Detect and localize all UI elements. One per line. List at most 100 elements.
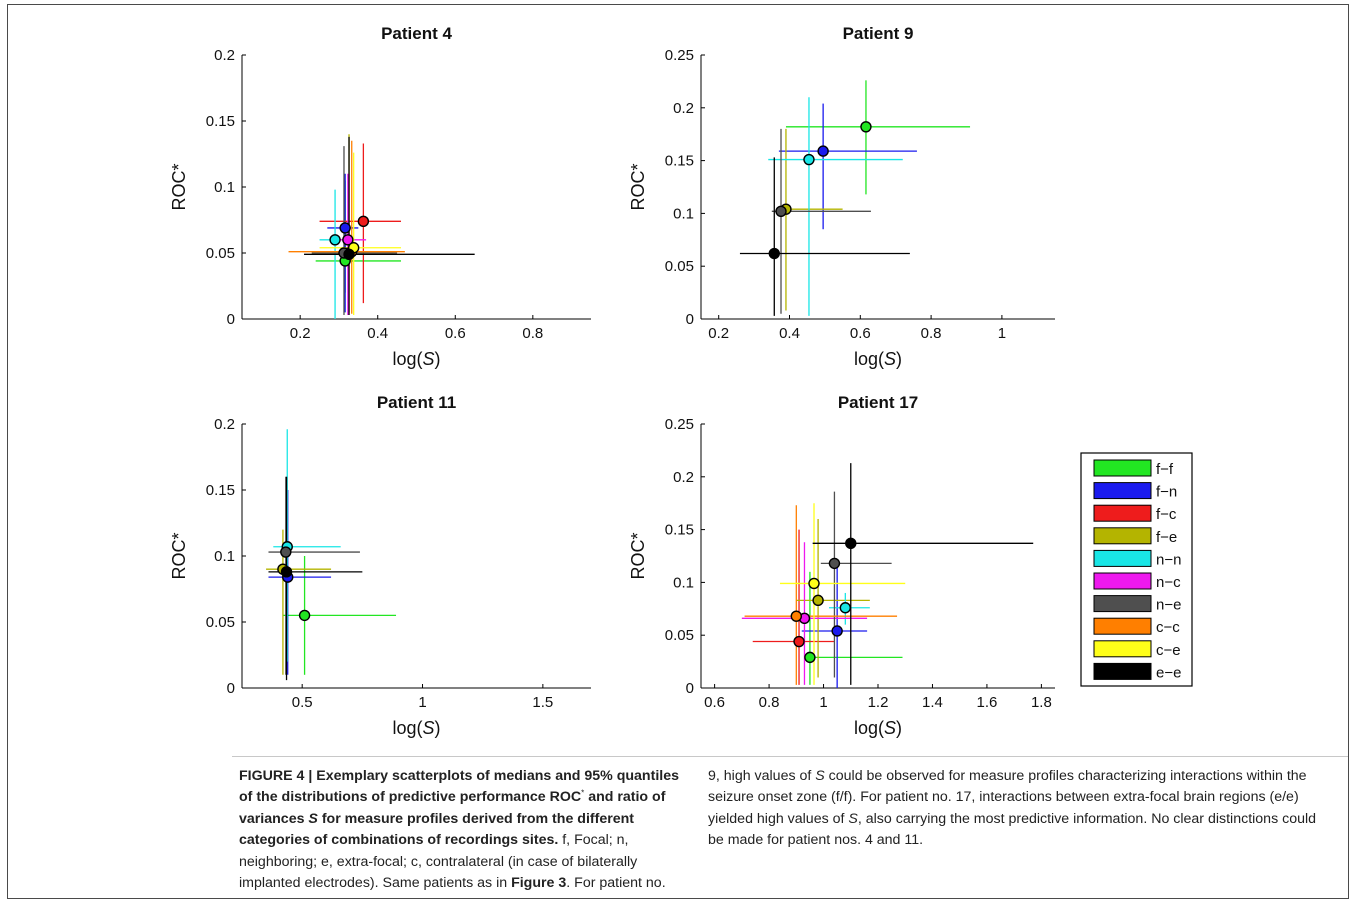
median-marker-f-c xyxy=(357,215,370,228)
median-marker-f-n xyxy=(831,625,843,637)
caption-figure-reference: Figure 3 xyxy=(511,875,567,892)
data-point-n-e xyxy=(311,146,398,316)
y-tick-label: 0.1 xyxy=(214,548,235,565)
legend-swatch-f-n xyxy=(1093,482,1152,500)
legend-swatch-n-n xyxy=(1093,549,1152,567)
y-axis-label: ROC* xyxy=(169,163,189,210)
chart-title: Patient 4 xyxy=(381,24,452,43)
legend-label-e-e: e−e xyxy=(1156,664,1181,681)
data-point-f-f xyxy=(785,80,971,195)
data-point-e-e xyxy=(812,463,1034,685)
scatterplot-figure: Patient 4 0.2 0.4 0.6 0.8 0 0.05 0.1 0.15 0.2 log(… xyxy=(169,24,1193,738)
y-tick-label: 0.1 xyxy=(673,205,694,222)
caption-figure-label: FIGURE 4 | xyxy=(239,768,317,784)
y-tick-label: 0.2 xyxy=(673,100,694,117)
y-tick-label: 0 xyxy=(227,311,235,328)
x-tick-label: 0.6 xyxy=(704,694,725,711)
median-marker-e-e xyxy=(280,566,293,578)
median-marker-n-n xyxy=(839,602,852,614)
legend-swatch-f-e xyxy=(1093,527,1152,545)
y-tick-label: 0 xyxy=(686,311,694,328)
data-point-f-e xyxy=(311,134,394,313)
x-tick-label: 1 xyxy=(998,325,1006,342)
y-tick-label: 0.2 xyxy=(214,416,235,433)
median-marker-n-e xyxy=(775,205,787,217)
chart-title: Patient 9 xyxy=(843,24,914,43)
median-marker-e-e xyxy=(768,247,780,260)
legend-swatch-n-c xyxy=(1093,572,1152,590)
data-point-n-e xyxy=(820,491,892,678)
legend-swatch-f-f xyxy=(1093,459,1152,477)
median-marker-f-f xyxy=(298,609,311,622)
x-tick-label: 1.4 xyxy=(922,694,943,711)
data-point-n-n xyxy=(768,97,903,316)
caption-right-column: 9, high values of S could be observed fo… xyxy=(708,766,1332,852)
y-tick-label: 0.15 xyxy=(206,482,235,499)
chart-panel-3: Patient 11 0.5 1 1.5 0 0.05 0.1 0.15 0.2 log(S) RO… xyxy=(169,393,591,738)
legend-swatch-f-c xyxy=(1093,504,1152,522)
legend-label-f-n: f−n xyxy=(1156,484,1177,501)
caption-left-column: FIGURE 4 | Exemplary scatterplots of med… xyxy=(239,766,681,894)
x-axis-label: log(S) xyxy=(392,718,440,738)
data-point-f-n xyxy=(778,103,917,230)
x-axis-label: log(S) xyxy=(854,718,902,738)
median-marker-n-e xyxy=(828,557,841,570)
caption-bold-s: S xyxy=(308,810,318,827)
y-tick-label: 0 xyxy=(227,680,235,697)
x-tick-label: 0.4 xyxy=(779,325,800,342)
x-tick-label: 0.2 xyxy=(708,325,729,342)
median-marker-n-c xyxy=(342,234,354,246)
y-tick-label: 0.15 xyxy=(665,522,694,539)
caption-bold-text-b: and ratio of variances xyxy=(239,789,666,827)
caption-divider xyxy=(232,756,1348,757)
data-point-f-e xyxy=(266,529,332,675)
x-tick-label: 0.2 xyxy=(290,325,311,342)
x-tick-label: 0.6 xyxy=(445,325,466,342)
legend-label-f-c: f−c xyxy=(1156,506,1177,523)
caption-right-text-b: could be observed for measure profiles c… xyxy=(708,768,1307,827)
data-point-f-n xyxy=(268,490,332,675)
caption-right-s2: S xyxy=(848,810,858,827)
legend-label-c-c: c−c xyxy=(1156,619,1180,636)
median-marker-n-n xyxy=(329,234,341,246)
caption-bold-text-a: Exemplary scatterplots of medians and 95… xyxy=(239,768,679,806)
x-tick-label: 1 xyxy=(819,694,827,711)
legend-label-n-n: n−n xyxy=(1156,551,1181,568)
y-tick-label: 0.15 xyxy=(665,153,694,170)
median-marker-n-n xyxy=(803,153,815,166)
data-point-e-e xyxy=(739,157,910,316)
chart-legend: f−f f−n f−c f−e n−n n−c n−e c−c c−e e−e xyxy=(1080,452,1193,687)
data-point-f-c xyxy=(752,529,835,685)
x-tick-label: 1.5 xyxy=(532,694,553,711)
median-marker-f-n xyxy=(339,222,351,234)
x-tick-label: 0.4 xyxy=(367,325,388,342)
caption-text-b: . For patient no. xyxy=(566,875,666,892)
legend-label-n-e: n−e xyxy=(1156,597,1181,614)
x-tick-label: 1 xyxy=(418,694,426,711)
median-marker-e-e xyxy=(343,248,355,261)
x-tick-label: 1.2 xyxy=(868,694,889,711)
y-tick-label: 0.05 xyxy=(665,258,694,275)
legend-swatch-c-e xyxy=(1093,640,1152,658)
y-tick-label: 0.1 xyxy=(673,574,694,591)
data-point-n-e xyxy=(771,128,871,314)
x-tick-label: 1.6 xyxy=(976,694,997,711)
y-tick-label: 0.25 xyxy=(665,47,694,64)
caption-right-text-a: 9, high values of xyxy=(708,768,816,784)
data-point-c-c xyxy=(744,505,898,685)
y-tick-label: 0.2 xyxy=(673,469,694,486)
caption-bold-sup: * xyxy=(581,788,585,798)
y-tick-label: 0.15 xyxy=(206,113,235,130)
legend-label-f-e: f−e xyxy=(1156,529,1177,546)
y-axis-label: ROC* xyxy=(169,532,189,579)
chart-title: Patient 11 xyxy=(377,393,456,412)
legend-label-c-e: c−e xyxy=(1156,642,1181,659)
y-axis-label: ROC* xyxy=(628,532,648,579)
chart-panel-4: Patient 17 0.6 0.8 1 1.2 1.4 1.6 1.8 0 0.05 0.1 0.1… xyxy=(628,393,1055,738)
y-tick-label: 0 xyxy=(686,680,694,697)
y-tick-label: 0.05 xyxy=(206,614,235,631)
caption-right-s1: S xyxy=(815,768,825,784)
legend-label-f-f: f−f xyxy=(1156,461,1174,478)
caption-text-a: f, Focal; n, neighboring; e, extra-focal… xyxy=(239,832,638,892)
x-tick-label: 0.8 xyxy=(522,325,543,342)
